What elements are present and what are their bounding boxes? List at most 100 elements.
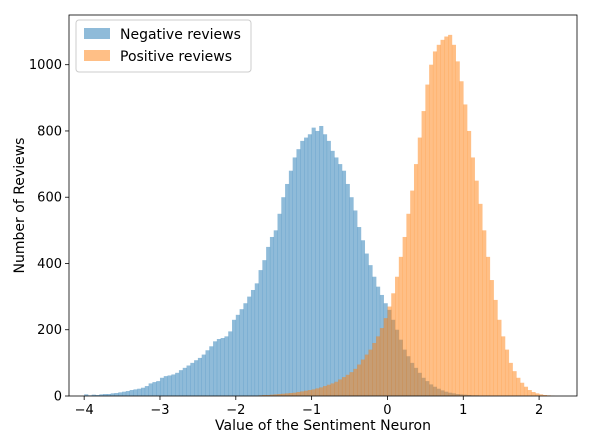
histogram-bar [201, 354, 206, 396]
histogram-bar [190, 362, 195, 396]
histogram-bar [167, 375, 172, 396]
histogram-bar [311, 127, 316, 396]
histogram-bar [330, 383, 335, 396]
histogram-bar [341, 170, 347, 396]
histogram-bar [451, 44, 456, 397]
histogram-bar [323, 386, 328, 396]
histogram-bar [288, 170, 293, 396]
histogram-bar [395, 276, 400, 396]
histogram-bar [103, 394, 108, 396]
histogram-bar [84, 394, 89, 396]
y-axis-label: Number of Reviews [12, 138, 28, 274]
histogram-bar [482, 230, 487, 396]
legend-swatch-positive [84, 50, 110, 61]
histogram-bar [292, 392, 297, 396]
histogram-bar [178, 370, 184, 396]
histogram-bar [520, 382, 525, 396]
histogram-bar [288, 393, 293, 396]
y-tick-label: 600 [37, 191, 62, 206]
histogram-bar [455, 61, 460, 397]
histogram-bar [444, 36, 449, 396]
x-axis-ticks: −4 −3 −2 −1 0 1 2 [75, 396, 543, 418]
histogram-bar [319, 387, 324, 396]
histogram-bar [345, 374, 350, 396]
histogram-bar [125, 391, 130, 396]
histogram-bar [353, 210, 358, 396]
histogram-bar [197, 357, 202, 396]
histogram-bar [250, 289, 256, 396]
histogram-bar [186, 365, 191, 396]
histogram-bar [512, 371, 517, 396]
histogram-bar [152, 382, 157, 396]
histogram-bar [315, 388, 320, 396]
histogram-bar [266, 395, 271, 396]
histogram-bar [417, 137, 422, 396]
histogram-bar [360, 240, 366, 396]
plot-frame [68, 14, 578, 397]
histogram-bar [95, 395, 100, 396]
histogram-bar [266, 246, 271, 396]
histogram-bar [106, 394, 112, 396]
histogram-bar [296, 149, 301, 396]
histogram-bar [209, 346, 214, 396]
histogram-bar [379, 328, 384, 396]
histogram-bar [364, 354, 369, 396]
histogram-bar [304, 137, 309, 396]
histogram-bar [387, 306, 392, 396]
histogram-bar [376, 336, 381, 396]
histogram-bar [372, 342, 377, 396]
histogram-bar [262, 395, 267, 396]
histogram-bar [273, 230, 278, 396]
x-tick-label: −2 [226, 403, 245, 418]
histogram-bar [269, 236, 275, 396]
histogram-bar [338, 379, 343, 396]
histogram-bar [182, 367, 187, 396]
histogram-bar [269, 394, 275, 396]
histogram-bar [542, 395, 547, 396]
histogram-bar [247, 296, 252, 396]
histogram-bar [341, 377, 347, 396]
x-tick-label: −1 [302, 403, 321, 418]
histogram-bar [281, 393, 286, 396]
histogram-bar [220, 338, 225, 396]
histogram-bars [84, 34, 555, 397]
histogram-bar [243, 303, 248, 396]
histogram-bar [334, 157, 339, 396]
histogram-bar [531, 392, 536, 396]
histogram-bar [315, 130, 320, 396]
histogram-bar [501, 336, 506, 396]
histogram-bar [118, 392, 123, 396]
histogram-bar [285, 393, 290, 396]
histogram-bar [504, 349, 510, 396]
histogram-bar [539, 394, 544, 396]
histogram-bar [175, 372, 180, 396]
histogram-bar [277, 394, 282, 396]
histogram-bar [391, 293, 396, 396]
histogram-bar [141, 387, 146, 396]
histogram-bar [421, 111, 426, 397]
histogram-bar [254, 283, 259, 396]
histogram-bar [281, 197, 286, 396]
histogram-bar [474, 180, 479, 396]
legend-swatch-negative [84, 28, 110, 39]
histogram-bar [133, 389, 138, 396]
histogram-bar [508, 362, 513, 396]
histogram-bar [345, 183, 350, 396]
histogram-bar [311, 389, 316, 396]
histogram-bar [114, 393, 119, 396]
histogram-bar [156, 381, 161, 396]
histogram-bar [372, 276, 377, 396]
y-tick-label: 400 [37, 257, 62, 272]
histogram-bar [353, 368, 358, 396]
x-tick-label: 1 [459, 403, 467, 418]
legend: Negative reviews Positive reviews [75, 19, 252, 73]
histogram-bar [304, 390, 309, 396]
histogram-bar [527, 390, 532, 396]
legend-label-negative: Negative reviews [120, 27, 241, 43]
histogram-bar [516, 377, 521, 396]
histogram-bar [459, 81, 464, 397]
histogram-bar [535, 393, 540, 396]
histogram-bar [357, 227, 362, 396]
